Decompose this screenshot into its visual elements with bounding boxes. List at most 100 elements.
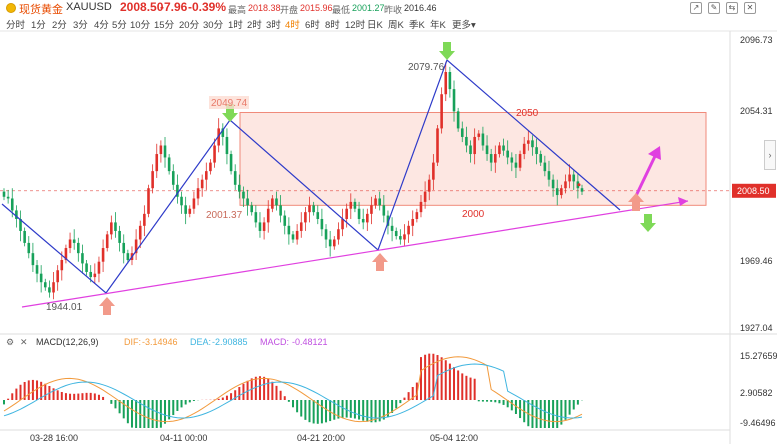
trend-tool-icon[interactable]: ↗ [690, 2, 702, 14]
candle-body [105, 234, 109, 249]
swap-icon[interactable]: ⇆ [726, 2, 738, 14]
candle-body [205, 171, 208, 180]
timeframe-7[interactable]: 15分 [154, 20, 175, 31]
timeframe-21[interactable]: 更多▾ [452, 20, 476, 31]
candle-body [225, 136, 229, 155]
candle-body [167, 157, 171, 172]
candle-body [469, 145, 472, 155]
timeframe-1[interactable]: 1分 [31, 20, 46, 31]
annotation-label: 1944.01 [46, 302, 83, 313]
candle-body [399, 236, 402, 240]
candle-body [10, 198, 14, 211]
collapse-side-button[interactable]: › [764, 140, 776, 170]
pen-tool-icon[interactable]: ✎ [708, 2, 720, 14]
candle-body [180, 196, 183, 206]
candle-body [271, 198, 274, 209]
candle-body [357, 208, 361, 219]
candle-body [518, 154, 522, 168]
candle-body [287, 225, 291, 235]
current-price-tag-text: 2008.50 [737, 186, 770, 196]
macd-settings-icon[interactable]: ⚙ [6, 337, 15, 347]
candle-body [564, 181, 567, 189]
candle-body [448, 72, 452, 90]
candle-body [258, 222, 262, 231]
timeframe-0[interactable]: 分时 [6, 20, 26, 31]
macd-header: ⚙ ✕ MACD(12,26,9) DIF: -3.14946 DEA: -2.… [0, 337, 500, 349]
macd-label: MACD(12,26,9) [36, 337, 99, 347]
dif-label: DIF: [124, 337, 141, 347]
timeframe-19[interactable]: 季K [409, 20, 425, 31]
buy-arrow-3 [628, 193, 644, 211]
candle-body [147, 188, 150, 214]
timeframe-6[interactable]: 10分 [130, 20, 151, 31]
timeframe-5[interactable]: 5分 [112, 20, 127, 31]
candle-body [312, 205, 315, 213]
timeframe-15[interactable]: 8时 [325, 20, 340, 31]
candle-body [81, 253, 84, 264]
candle-body [489, 154, 493, 163]
candle-body [200, 179, 204, 189]
candle-body [531, 140, 534, 148]
annotation-label: 2079.76 [408, 62, 445, 73]
candle-body [171, 171, 175, 185]
timeframe-3[interactable]: 3分 [73, 20, 88, 31]
timeframe-18[interactable]: 周K [388, 20, 404, 31]
timeframe-12[interactable]: 3时 [266, 20, 281, 31]
candle-body [403, 234, 406, 240]
candle-body [97, 261, 101, 274]
time-tick: 04-11 00:00 [160, 433, 207, 443]
trend-zigzag [1, 58, 621, 294]
timeframe-2[interactable]: 2分 [52, 20, 67, 31]
candle-body [27, 242, 31, 254]
sell-arrow-3 [640, 214, 656, 232]
prev-close-label: 昨收 [384, 5, 403, 15]
candle-body [568, 174, 571, 182]
candle-body [547, 171, 551, 180]
timeframe-13[interactable]: 4时 [285, 20, 300, 31]
timeframe-4[interactable]: 4分 [94, 20, 109, 31]
instrument-symbol: XAUUSD [66, 1, 112, 13]
candle-body [110, 222, 113, 235]
candle-body [419, 201, 423, 213]
timeframe-20[interactable]: 年K [430, 20, 446, 31]
consolidation-box [239, 111, 707, 206]
candle-body [506, 150, 509, 158]
candle-body [176, 184, 179, 197]
candle-body [440, 94, 443, 129]
candle-body [138, 225, 142, 240]
candle-body [378, 198, 381, 206]
candle-body [56, 270, 59, 283]
candle-body [374, 198, 377, 206]
candle-body [64, 248, 68, 260]
candle-body [48, 287, 51, 293]
candle-body [229, 154, 233, 172]
candle-body [52, 282, 55, 293]
candle-body [427, 179, 431, 192]
candle-body [394, 230, 398, 237]
candle-body [19, 218, 22, 231]
timeframe-11[interactable]: 2时 [247, 20, 262, 31]
candle-body [535, 147, 538, 155]
close-icon[interactable]: ✕ [744, 2, 756, 14]
timeframe-9[interactable]: 30分 [203, 20, 224, 31]
timeframe-16[interactable]: 12时 [345, 20, 366, 31]
gold-coin-icon [6, 3, 16, 13]
low-value: 2001.27 [352, 3, 385, 13]
candle-body [580, 188, 584, 192]
candle-body [77, 242, 80, 254]
candle-body [481, 133, 485, 146]
timeframe-8[interactable]: 20分 [179, 20, 200, 31]
macd-close-icon[interactable]: ✕ [20, 337, 28, 347]
dif-value: -3.14946 [142, 337, 178, 347]
candle-body [126, 253, 130, 260]
timeframe-17[interactable]: 日K [367, 20, 383, 31]
timeframe-14[interactable]: 6时 [305, 20, 320, 31]
latest-marker [577, 183, 581, 187]
time-tick: 04-21 20:00 [297, 433, 345, 443]
candle-body [543, 162, 547, 172]
candle-body [415, 212, 419, 219]
timeframe-10[interactable]: 1时 [228, 20, 243, 31]
candle-body [304, 212, 307, 223]
macd-value-label: MACD: [260, 337, 289, 347]
